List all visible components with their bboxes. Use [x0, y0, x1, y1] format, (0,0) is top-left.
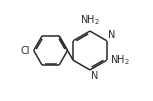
Text: N: N [108, 30, 115, 40]
Text: N: N [91, 71, 98, 81]
Text: Cl: Cl [20, 45, 30, 56]
Text: NH$_2$: NH$_2$ [80, 13, 100, 27]
Text: NH$_2$: NH$_2$ [110, 53, 130, 67]
